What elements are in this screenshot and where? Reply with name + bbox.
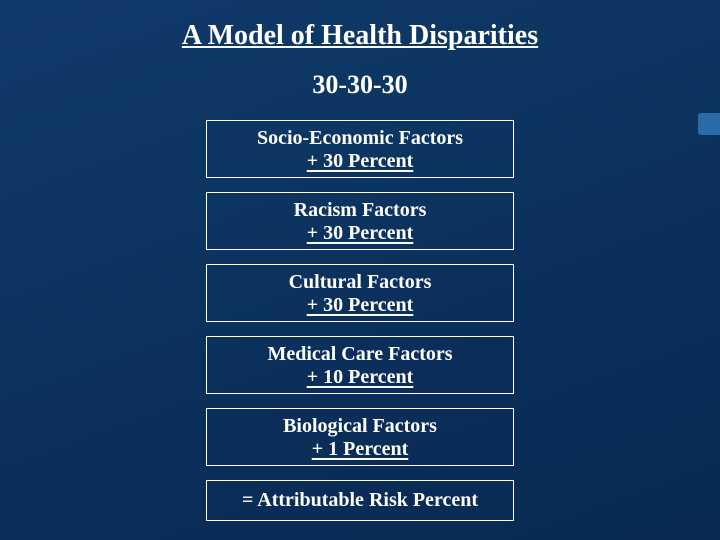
factor-box: Cultural Factors + 30 Percent — [206, 264, 514, 322]
factor-label: Medical Care Factors — [215, 343, 505, 366]
factor-label: Racism Factors — [215, 199, 505, 222]
slide-title: A Model of Health Disparities — [0, 0, 720, 52]
factor-box-list: Socio-Economic Factors + 30 Percent Raci… — [0, 120, 720, 521]
factor-value: + 1 Percent — [215, 438, 505, 461]
factor-label: Socio-Economic Factors — [215, 127, 505, 150]
factor-box: Biological Factors + 1 Percent — [206, 408, 514, 466]
factor-label: Cultural Factors — [215, 271, 505, 294]
factor-label: Biological Factors — [215, 415, 505, 438]
factor-box: Socio-Economic Factors + 30 Percent — [206, 120, 514, 178]
factor-value: + 30 Percent — [215, 222, 505, 245]
result-box: = Attributable Risk Percent — [206, 480, 514, 521]
factor-value: + 30 Percent — [215, 150, 505, 173]
slide-subtitle: 30-30-30 — [0, 70, 720, 100]
factor-value: + 10 Percent — [215, 366, 505, 389]
factor-box: Racism Factors + 30 Percent — [206, 192, 514, 250]
factor-box: Medical Care Factors + 10 Percent — [206, 336, 514, 394]
slide-accent — [698, 113, 720, 135]
factor-value: + 30 Percent — [215, 294, 505, 317]
